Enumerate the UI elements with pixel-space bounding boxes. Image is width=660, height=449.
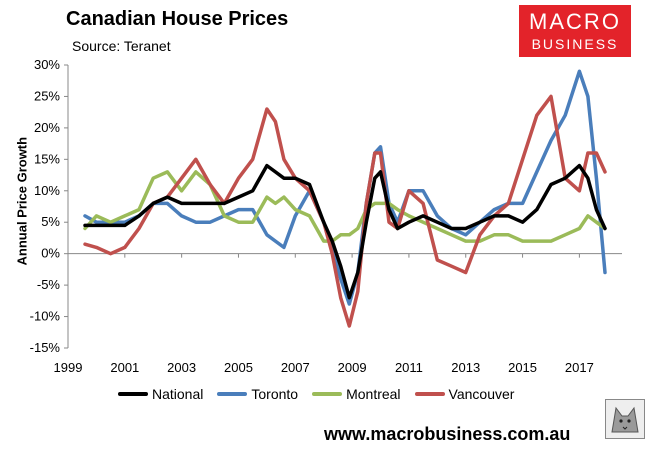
- legend-label-national: National: [152, 386, 204, 402]
- y-tick-label: 5%: [41, 214, 60, 229]
- legend-item-montreal: Montreal: [312, 386, 401, 402]
- macro-business-logo: MACRO BUSINESS: [519, 5, 631, 57]
- x-tick-label: 2003: [167, 360, 196, 375]
- y-tick-label: 15%: [34, 151, 60, 166]
- legend-swatch-vancouver: [414, 392, 445, 396]
- legend-label-toronto: Toronto: [251, 386, 299, 402]
- x-tick-label: 2017: [565, 360, 594, 375]
- chart-title: Canadian House Prices: [66, 8, 289, 30]
- x-tick-label: 2013: [451, 360, 480, 375]
- y-tick-label: -10%: [30, 309, 61, 324]
- chart-axes: -15% -10% -5% 0% 5% 10% 15% 20% 25% 30% 1999 2001 20…: [30, 57, 622, 375]
- logo-line-2: BUSINESS: [531, 36, 619, 52]
- series-line-vancouver: [83, 94, 607, 328]
- y-tick-label: -5%: [37, 277, 61, 292]
- legend-label-montreal: Montreal: [346, 386, 401, 402]
- series-line-toronto: [83, 69, 607, 306]
- series-line-montreal: [83, 170, 607, 243]
- y-tick-label: 0%: [41, 246, 60, 261]
- legend-item-toronto: Toronto: [217, 386, 298, 402]
- chart-series-lines: [83, 69, 607, 328]
- legend-swatch-toronto: [217, 392, 248, 396]
- legend-label-vancouver: Vancouver: [448, 386, 515, 402]
- x-tick-label: 2001: [110, 360, 139, 375]
- footer-website[interactable]: www.macrobusiness.com.au: [324, 424, 571, 444]
- y-tick-label: 20%: [34, 120, 60, 135]
- x-tick-label: 2015: [508, 360, 537, 375]
- logo-line-1: MACRO: [529, 9, 621, 34]
- legend-item-vancouver: Vancouver: [414, 386, 515, 402]
- legend-swatch-national: [118, 392, 148, 396]
- y-tick-label: 10%: [34, 183, 60, 198]
- x-tick-label: 2011: [395, 360, 423, 375]
- y-tick-label: -15%: [30, 340, 61, 355]
- x-tick-label: 2007: [281, 360, 310, 375]
- x-tick-label: 2005: [224, 360, 253, 375]
- chart-legend: National Toronto Montreal Vancouver: [118, 386, 514, 402]
- legend-item-national: National: [118, 386, 203, 402]
- wolf-mascot-image: [605, 399, 645, 439]
- legend-swatch-montreal: [312, 392, 343, 396]
- series-line-national: [83, 163, 607, 300]
- x-tick-label: 2009: [338, 360, 367, 375]
- chart-subtitle: Source: Teranet: [72, 38, 171, 54]
- y-tick-label: 30%: [34, 57, 60, 72]
- y-tick-label: 25%: [34, 88, 60, 103]
- x-tick-label: 1999: [54, 360, 83, 375]
